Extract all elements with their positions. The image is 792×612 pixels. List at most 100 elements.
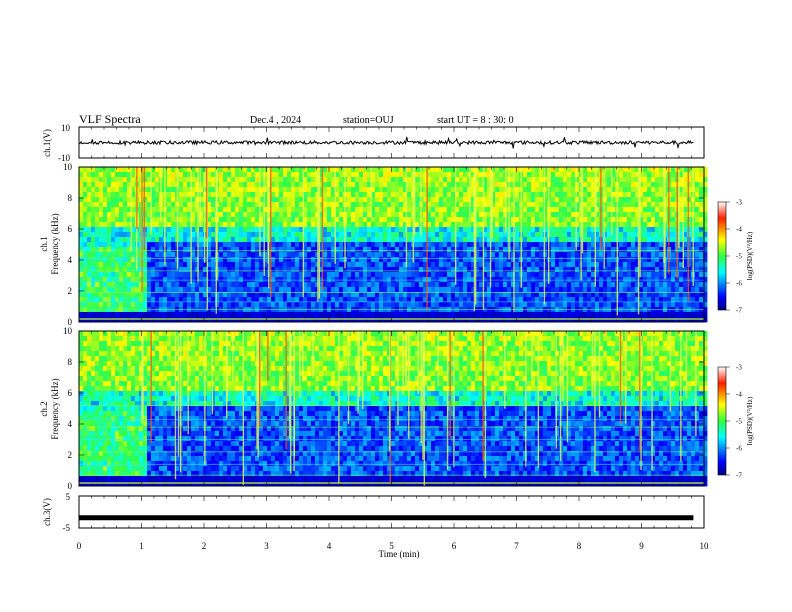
spectrogram-cell	[295, 197, 300, 203]
spectrogram-cell	[523, 197, 528, 203]
colorbar-tick-label: -5	[736, 253, 742, 261]
spectrogram-cell	[335, 202, 340, 208]
spectrogram-cell	[375, 207, 380, 213]
spectrogram-cell	[451, 257, 456, 263]
spectrogram-cell	[275, 207, 280, 213]
spectrogram-cell	[231, 232, 236, 238]
spectrogram-cell	[143, 282, 148, 288]
spectrogram-cell	[627, 192, 632, 198]
spectrogram-cell	[255, 292, 260, 298]
spectrogram-cell	[287, 242, 292, 248]
spectrogram-cell	[195, 267, 200, 273]
spectrogram-cell	[703, 302, 708, 308]
spectrogram-cell	[643, 252, 648, 258]
spectrogram-cell	[295, 247, 300, 253]
spectrogram-cell	[127, 177, 132, 183]
spectrogram-cell	[247, 217, 252, 223]
spectrogram-cell	[619, 267, 624, 273]
spectrogram-cell	[647, 282, 652, 288]
spectrogram-cell	[359, 207, 364, 213]
spectrogram-cell	[179, 232, 184, 238]
spectrogram-cell	[471, 192, 476, 198]
spectrogram-cell	[323, 302, 328, 308]
spectrogram-cell	[647, 222, 652, 228]
spectrogram-cell	[255, 297, 260, 303]
spectrogram-cell	[243, 277, 248, 283]
spectrogram-cell	[235, 262, 240, 268]
spectrogram-cell	[251, 217, 256, 223]
spectrogram-cell	[307, 207, 312, 213]
spectrogram-cell	[607, 292, 612, 298]
spectrogram-cell	[307, 297, 312, 303]
spectrogram-cell	[607, 257, 612, 263]
spectrogram-cell	[559, 197, 564, 203]
spectrogram-cell	[687, 172, 692, 178]
spectrogram-cell	[151, 217, 156, 223]
spectrogram-cell	[423, 197, 428, 203]
spectrogram-cell	[251, 202, 256, 208]
spectrogram-cell	[183, 257, 188, 263]
spectrogram-cell	[307, 272, 312, 278]
spectrogram-cell	[295, 262, 300, 268]
spectrogram-cell	[475, 252, 480, 258]
spectrogram-cell	[499, 247, 504, 253]
spectrogram-cell	[623, 312, 628, 318]
spectrogram-cell	[83, 177, 88, 183]
spectrogram-cell	[459, 212, 464, 218]
spectrogram-cell	[579, 317, 584, 323]
spectrogram-cell	[447, 247, 452, 253]
spectrogram-cell	[651, 187, 656, 193]
spectrogram-cell	[147, 247, 152, 253]
spectrogram-cell	[103, 262, 108, 268]
spectrogram-cell	[99, 227, 104, 233]
spectrogram-cell	[395, 207, 400, 213]
sferic-streak	[270, 167, 272, 298]
spectrogram-cell	[155, 302, 160, 308]
spectrogram-cell	[279, 282, 284, 288]
spectrogram-cell	[655, 217, 660, 223]
spectrogram-cell	[459, 287, 464, 293]
spectrogram-cell	[639, 257, 644, 263]
spectrogram-cell	[603, 177, 608, 183]
spectrogram-cell	[255, 282, 260, 288]
spectrogram-cell	[415, 192, 420, 198]
spectrogram-cell	[359, 202, 364, 208]
spectrogram-cell	[551, 192, 556, 198]
spectrogram-cell	[183, 297, 188, 303]
spectrogram-cell	[275, 312, 280, 318]
spectrogram-cell	[655, 292, 660, 298]
sferic-streak	[203, 167, 206, 263]
spectrogram-cell	[239, 172, 244, 178]
spectrogram-cell	[583, 217, 588, 223]
spectrogram-cell	[399, 207, 404, 213]
spectrogram-cell	[119, 167, 124, 173]
spectrogram-cell	[179, 202, 184, 208]
spectrogram-cell	[119, 227, 124, 233]
spectrogram-cell	[387, 202, 392, 208]
spectrogram-cell	[487, 197, 492, 203]
spectrogram-cell	[307, 317, 312, 323]
spectrogram-cell	[631, 172, 636, 178]
spectrogram-cell	[263, 282, 268, 288]
spectrogram-cell	[387, 287, 392, 293]
spectrogram-cell	[151, 202, 156, 208]
spectrogram-cell	[455, 302, 460, 308]
spectrogram-cell	[539, 287, 544, 293]
spectrogram-cell	[319, 292, 324, 298]
spectrogram-cell	[687, 247, 692, 253]
spectrogram-cell	[143, 167, 148, 173]
spectrogram-cell	[295, 242, 300, 248]
spectrogram-cell	[403, 187, 408, 193]
spectrogram-cell	[591, 282, 596, 288]
spectrogram-cell	[687, 267, 692, 273]
spectrogram-cell	[599, 252, 604, 258]
spectrogram-cell	[227, 202, 232, 208]
spectrogram-cell	[111, 247, 116, 253]
spectrogram-cell	[635, 272, 640, 278]
spectrogram-cell	[203, 287, 208, 293]
spectrogram-cell	[223, 247, 228, 253]
spectrogram-cell	[211, 182, 216, 188]
spectrogram-cell	[555, 297, 560, 303]
spectrogram-cell	[487, 292, 492, 298]
spectrogram-cell	[135, 277, 140, 283]
